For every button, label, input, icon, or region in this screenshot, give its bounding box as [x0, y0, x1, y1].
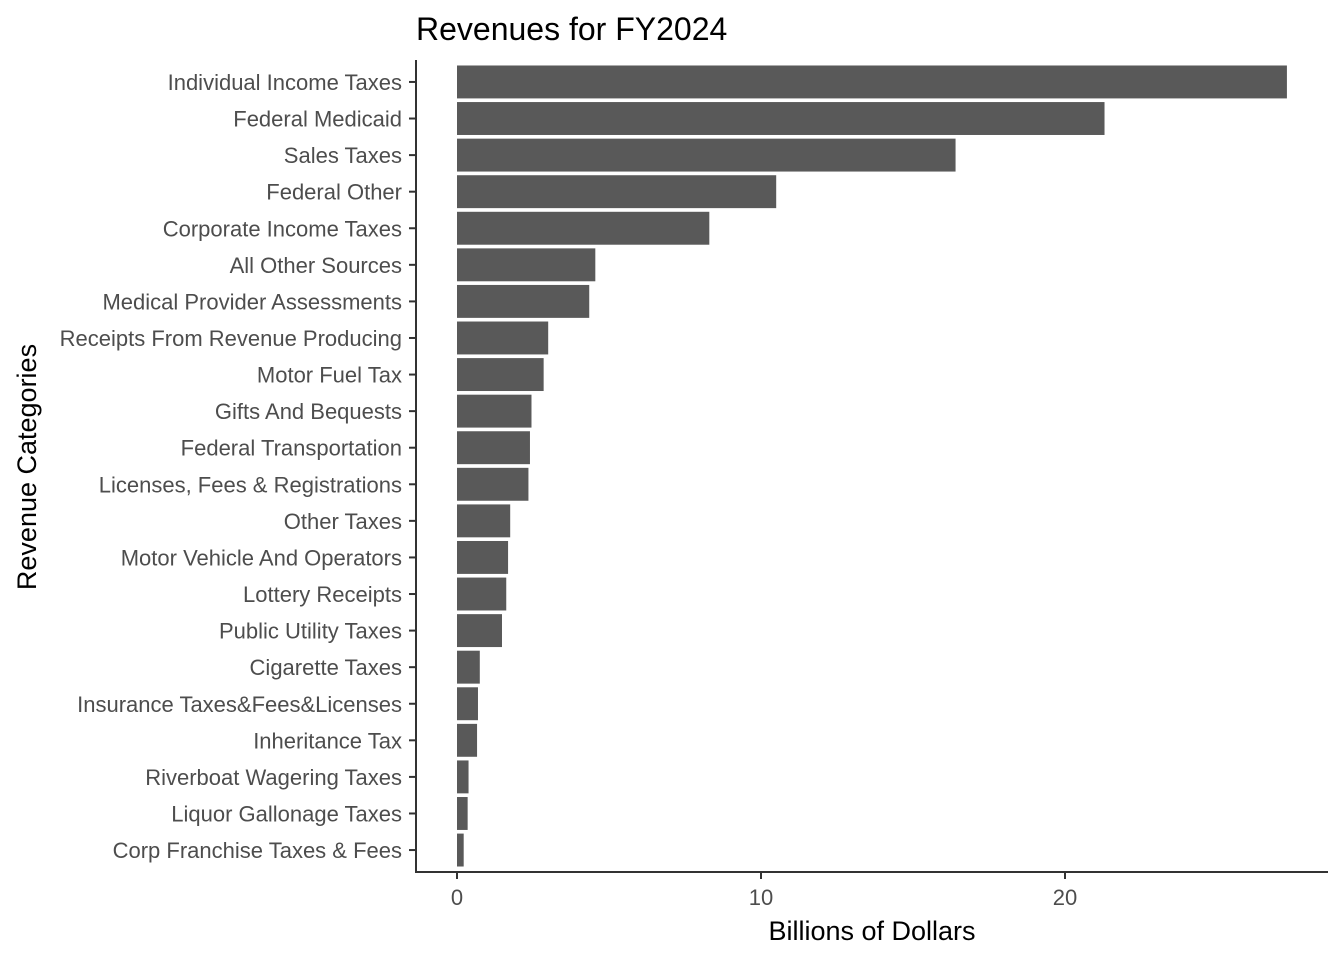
bar — [457, 321, 549, 355]
y-tick-label: Medical Provider Assessments — [102, 289, 402, 314]
bar — [457, 358, 544, 392]
bar — [457, 687, 478, 721]
bar — [457, 138, 956, 172]
bar — [457, 723, 478, 757]
bar — [457, 760, 469, 794]
chart-title: Revenues for FY2024 — [416, 11, 727, 47]
bar — [457, 614, 502, 648]
y-tick-label: Lottery Receipts — [243, 582, 402, 607]
bar — [457, 650, 480, 684]
bar — [457, 175, 777, 209]
bar — [457, 65, 1287, 99]
y-tick-label: Cigarette Taxes — [250, 655, 402, 680]
bar — [457, 431, 530, 465]
bar — [457, 102, 1105, 135]
y-tick-label: Corporate Income Taxes — [163, 216, 402, 241]
y-tick-label: Motor Fuel Tax — [257, 363, 402, 388]
y-tick-label: Federal Transportation — [181, 436, 402, 461]
y-tick-label: Sales Taxes — [284, 143, 402, 168]
bar — [457, 540, 509, 574]
x-tick-labels: 0 10 20 — [451, 872, 1077, 910]
y-tick-label: Individual Income Taxes — [168, 70, 402, 95]
y-tick-label: Insurance Taxes&Fees&Licenses — [77, 692, 402, 717]
x-axis-title: Billions of Dollars — [768, 916, 975, 946]
y-tick-label: Federal Medicaid — [233, 107, 402, 132]
y-tick-label: Riverboat Wagering Taxes — [145, 765, 402, 790]
y-tick-label: Gifts And Bequests — [215, 399, 402, 424]
bar — [457, 211, 710, 245]
bar — [457, 394, 532, 428]
y-tick-label: Corp Franchise Taxes & Fees — [113, 838, 402, 863]
bar — [457, 248, 596, 282]
y-tick-label: Liquor Gallonage Taxes — [171, 801, 402, 826]
bar — [457, 577, 507, 611]
y-axis-title: Revenue Categories — [12, 344, 42, 590]
x-tick-label: 10 — [749, 885, 773, 910]
x-tick-label: 20 — [1053, 885, 1077, 910]
y-tick-label: Other Taxes — [284, 509, 402, 534]
y-tick-labels: Individual Income Taxes Federal Medicaid S… — [60, 70, 416, 863]
bar — [457, 284, 590, 318]
bars-layer — [457, 65, 1287, 867]
y-tick-label: Federal Other — [266, 180, 402, 205]
bar — [457, 833, 464, 867]
bar — [457, 467, 529, 501]
bar — [457, 504, 511, 538]
y-tick-label: Public Utility Taxes — [219, 619, 402, 644]
x-tick-label: 0 — [451, 885, 463, 910]
y-tick-label: Receipts From Revenue Producing — [60, 326, 402, 351]
y-tick-label: Inheritance Tax — [253, 728, 402, 753]
y-tick-label: All Other Sources — [230, 253, 402, 278]
y-tick-label: Motor Vehicle And Operators — [121, 545, 402, 570]
y-tick-label: Licenses, Fees & Registrations — [99, 472, 402, 497]
bar — [457, 797, 468, 830]
